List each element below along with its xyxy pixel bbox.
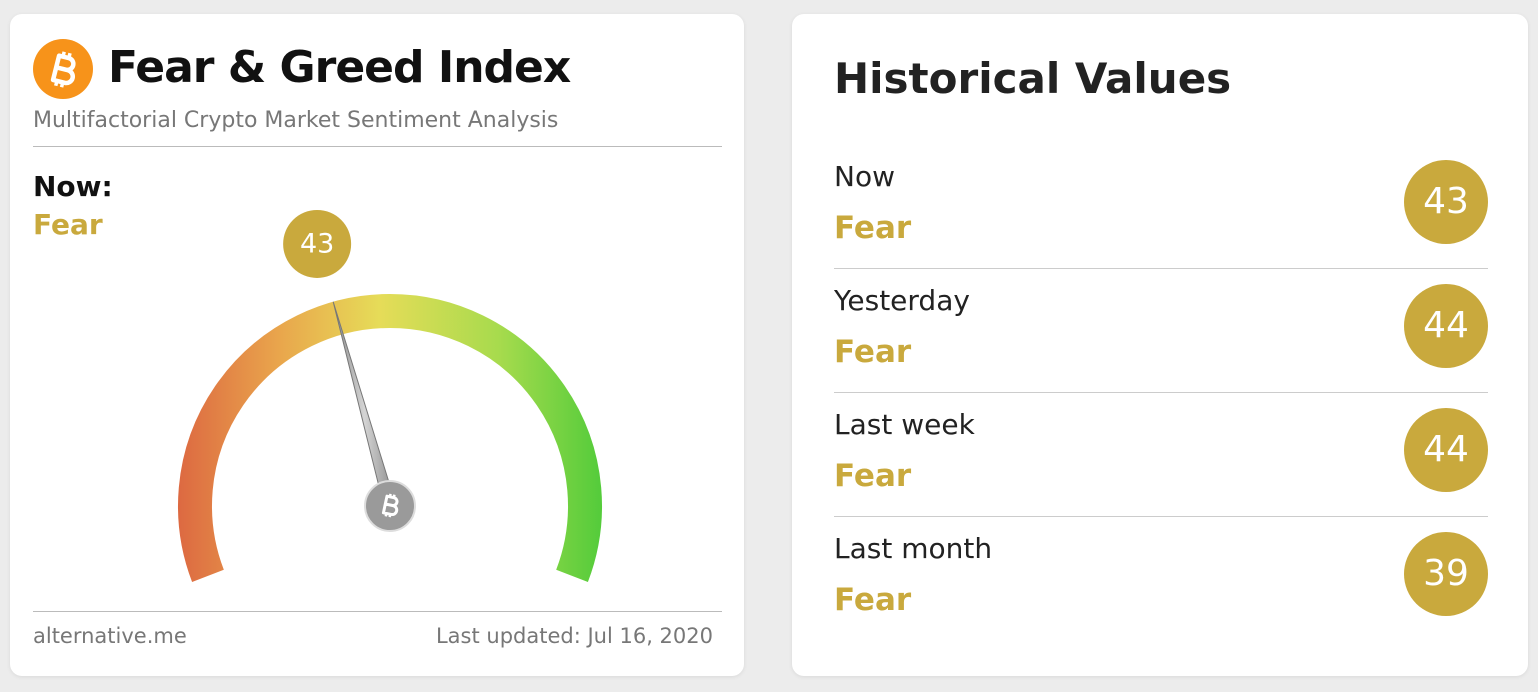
divider — [33, 146, 722, 147]
now-label: Now: — [33, 170, 113, 203]
row-label: Last month — [834, 532, 993, 565]
gauge: 43 — [178, 209, 602, 582]
history-card: Historical Values Now Fear 43 Yesterday Fear… — [792, 14, 1528, 676]
title: Fear & Greed Index — [108, 42, 571, 93]
divider — [33, 611, 722, 612]
row-value: 44 — [1404, 408, 1488, 492]
row-classification: Fear — [834, 210, 912, 246]
row-value: 39 — [1404, 532, 1488, 616]
footer-source: alternative.me — [33, 624, 187, 648]
row-divider — [834, 516, 1488, 517]
subtitle: Multifactorial Crypto Market Sentiment A… — [33, 108, 559, 133]
row-value: 44 — [1404, 284, 1488, 368]
history-title: Historical Values — [834, 54, 1232, 103]
gauge-arc — [178, 294, 602, 582]
hub-icon — [381, 493, 399, 518]
history-row: Last month Fear 39 — [834, 532, 1488, 656]
footer-updated: Last updated: Jul 16, 2020 — [435, 624, 713, 648]
row-divider — [834, 392, 1488, 393]
value-bubble — [283, 209, 352, 278]
row-label: Yesterday — [834, 284, 970, 317]
history-row: Now Fear 43 — [834, 160, 1488, 284]
value-bubble-label: 43 — [300, 228, 334, 259]
index-card: Fear & Greed Index Multifactorial Crypto… — [10, 14, 744, 676]
row-classification: Fear — [834, 582, 912, 618]
now-classification: Fear — [33, 208, 103, 241]
row-label: Last week — [834, 408, 975, 441]
row-classification: Fear — [834, 458, 912, 494]
row-label: Now — [834, 160, 895, 193]
history-row: Yesterday Fear 44 — [834, 284, 1488, 408]
row-value: 43 — [1404, 160, 1488, 244]
bitcoin-logo — [33, 39, 93, 99]
needle — [332, 301, 397, 509]
history-row: Last week Fear 44 — [834, 408, 1488, 532]
row-classification: Fear — [834, 334, 912, 370]
row-divider — [834, 268, 1488, 269]
